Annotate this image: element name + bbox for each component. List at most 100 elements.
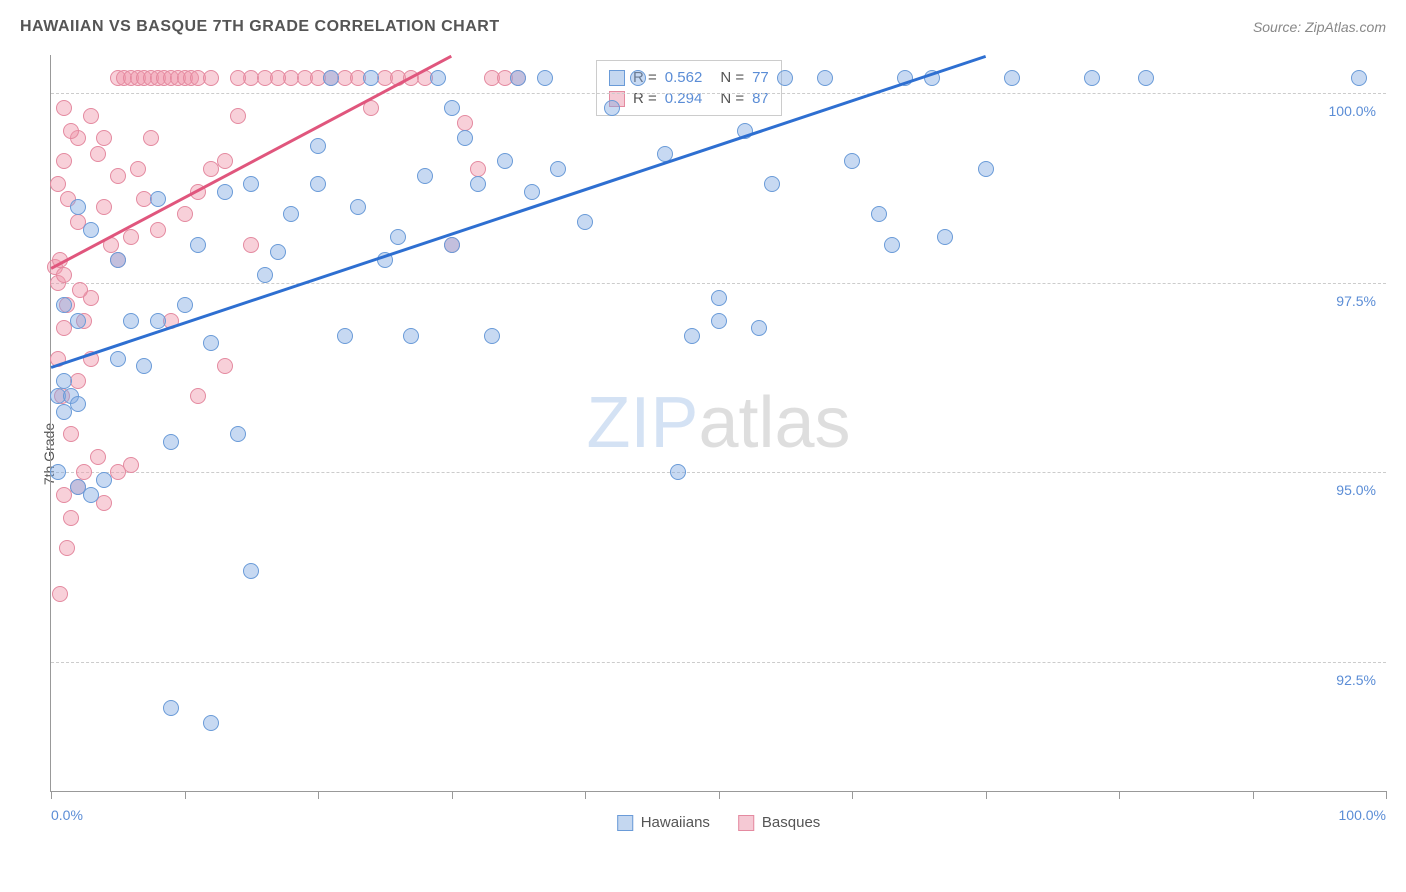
scatter-point: [163, 434, 179, 450]
scatter-point: [203, 70, 219, 86]
scatter-point: [270, 244, 286, 260]
watermark-atlas: atlas: [698, 383, 850, 463]
scatter-point: [70, 313, 86, 329]
scatter-point: [670, 464, 686, 480]
scatter-point: [150, 191, 166, 207]
x-tick-label: 0.0%: [51, 807, 83, 823]
legend-item-hawaiians: Hawaiians: [617, 814, 710, 831]
scatter-point: [751, 320, 767, 336]
x-tick: [719, 791, 720, 799]
scatter-point: [56, 373, 72, 389]
scatter-point: [270, 70, 286, 86]
scatter-point: [871, 206, 887, 222]
legend-item-basques: Basques: [738, 814, 820, 831]
scatter-point: [363, 70, 379, 86]
scatter-point: [56, 297, 72, 313]
scatter-point: [711, 290, 727, 306]
legend-swatch-hawaiians: [609, 70, 625, 86]
scatter-point: [444, 100, 460, 116]
scatter-point: [217, 184, 233, 200]
scatter-point: [177, 206, 193, 222]
x-tick: [1253, 791, 1254, 799]
scatter-point: [163, 700, 179, 716]
legend-r-value-hawaiians: 0.562: [665, 69, 703, 86]
scatter-point: [484, 328, 500, 344]
chart-source: Source: ZipAtlas.com: [1253, 19, 1386, 35]
scatter-point: [143, 130, 159, 146]
scatter-point: [190, 237, 206, 253]
scatter-point: [110, 351, 126, 367]
scatter-point: [310, 176, 326, 192]
scatter-point: [310, 138, 326, 154]
scatter-point: [550, 161, 566, 177]
watermark-zip: ZIP: [586, 383, 698, 463]
scatter-point: [844, 153, 860, 169]
x-tick: [51, 791, 52, 799]
grid-line: [51, 283, 1386, 284]
x-tick: [852, 791, 853, 799]
scatter-point: [283, 206, 299, 222]
scatter-point: [123, 313, 139, 329]
scatter-point: [630, 70, 646, 86]
legend-label-basques: Basques: [762, 814, 820, 831]
scatter-point: [83, 222, 99, 238]
scatter-point: [257, 267, 273, 283]
scatter-point: [190, 388, 206, 404]
scatter-point: [96, 199, 112, 215]
scatter-point: [1004, 70, 1020, 86]
scatter-point: [63, 510, 79, 526]
scatter-point: [70, 199, 86, 215]
scatter-point: [337, 328, 353, 344]
y-tick-label: 100.0%: [1329, 103, 1376, 119]
grid-line: [51, 662, 1386, 663]
scatter-point: [50, 464, 66, 480]
scatter-point: [457, 130, 473, 146]
scatter-point: [604, 100, 620, 116]
x-tick: [585, 791, 586, 799]
series-legend: Hawaiians Basques: [617, 814, 821, 831]
scatter-point: [56, 100, 72, 116]
scatter-point: [1138, 70, 1154, 86]
scatter-point: [83, 487, 99, 503]
scatter-point: [684, 328, 700, 344]
scatter-point: [417, 168, 433, 184]
legend-n-value-hawaiians: 77: [752, 69, 769, 86]
scatter-point: [524, 184, 540, 200]
scatter-point: [884, 237, 900, 253]
scatter-point: [497, 153, 513, 169]
scatter-point: [123, 229, 139, 245]
scatter-point: [150, 222, 166, 238]
scatter-point: [52, 586, 68, 602]
scatter-point: [243, 176, 259, 192]
scatter-point: [63, 426, 79, 442]
scatter-point: [90, 146, 106, 162]
x-tick: [318, 791, 319, 799]
scatter-point: [96, 472, 112, 488]
chart-container: 7th Grade ZIPatlas R = 0.562 N = 77 R = …: [40, 55, 1386, 852]
scatter-point: [136, 358, 152, 374]
scatter-point: [230, 426, 246, 442]
scatter-point: [90, 449, 106, 465]
scatter-point: [390, 229, 406, 245]
y-tick-label: 97.5%: [1336, 293, 1376, 309]
x-tick-label: 100.0%: [1339, 807, 1386, 823]
x-tick: [986, 791, 987, 799]
scatter-point: [457, 115, 473, 131]
correlation-legend: R = 0.562 N = 77 R = 0.294 N = 87: [596, 60, 782, 116]
scatter-point: [978, 161, 994, 177]
scatter-point: [56, 267, 72, 283]
grid-line: [51, 472, 1386, 473]
scatter-point: [110, 168, 126, 184]
scatter-point: [123, 457, 139, 473]
chart-title: HAWAIIAN VS BASQUE 7TH GRADE CORRELATION…: [20, 18, 500, 36]
plot-area: ZIPatlas R = 0.562 N = 77 R = 0.294 N = …: [50, 55, 1386, 792]
scatter-point: [430, 70, 446, 86]
scatter-point: [764, 176, 780, 192]
legend-swatch-basques: [738, 815, 754, 831]
scatter-point: [470, 161, 486, 177]
scatter-point: [444, 237, 460, 253]
scatter-point: [243, 237, 259, 253]
scatter-point: [56, 153, 72, 169]
x-tick: [1119, 791, 1120, 799]
scatter-point: [70, 396, 86, 412]
